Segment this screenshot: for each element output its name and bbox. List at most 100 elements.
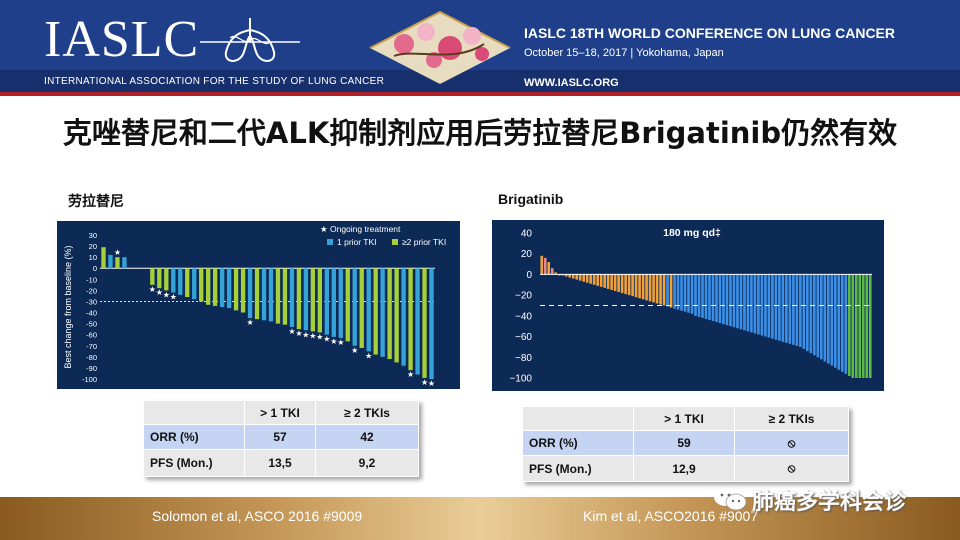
table-cell: 42 xyxy=(315,424,419,450)
chart-bar xyxy=(833,274,837,368)
chart-bar xyxy=(861,274,865,378)
legend-1-prior: 1 prior TKI xyxy=(337,237,377,247)
y-tick-label: -40 xyxy=(86,309,97,318)
chart-bar xyxy=(199,268,204,302)
chart-bar xyxy=(676,274,680,310)
chart-bar xyxy=(708,274,711,320)
chart-bar xyxy=(275,268,281,324)
y-tick-label: -80 xyxy=(86,353,97,362)
chart-bar xyxy=(554,272,558,275)
chart-bar xyxy=(743,274,746,331)
chart-bar xyxy=(673,274,676,309)
y-tick-label: −60 xyxy=(515,332,532,343)
chart-bar xyxy=(589,274,592,284)
chart-bar xyxy=(666,274,669,307)
chart-bar xyxy=(718,274,722,324)
waterfall-chart-brigatinib: 40 20 0 −20 −40 −60 −80 −100 180 mg qd‡ xyxy=(492,220,884,391)
chart-bar xyxy=(164,268,169,291)
legend-ongoing: ★ Ongoing treatment xyxy=(320,224,401,234)
table-row: PFS (Mon.) 13,5 9,2 xyxy=(143,449,419,477)
chart-bar xyxy=(394,268,399,363)
chart-bar xyxy=(564,274,568,277)
chart-bar xyxy=(760,274,764,336)
chart-bar xyxy=(631,274,634,297)
y-tick-label: 0 xyxy=(93,264,97,273)
chart-bar xyxy=(206,268,211,305)
chart-bar xyxy=(415,268,420,375)
chart-bar xyxy=(854,274,858,378)
chart-bar xyxy=(122,257,127,269)
chart-bar xyxy=(226,268,232,309)
table-header-cell xyxy=(522,406,634,431)
chart-bar xyxy=(240,268,246,313)
chart-bar xyxy=(575,274,579,280)
not-applicable-icon: ⦸ xyxy=(734,430,849,456)
chart-bar xyxy=(858,274,862,378)
chart-bar xyxy=(543,257,547,275)
chart-bar xyxy=(547,262,551,275)
chart-bar xyxy=(767,274,771,338)
table-row: PFS (Mon.) 12,9 ⦸ xyxy=(522,455,849,482)
watermark-text: 肺癌多学科会诊 xyxy=(752,489,907,514)
right-panel-label: Brigatinib xyxy=(498,191,564,207)
y-tick-label: 20 xyxy=(521,249,533,260)
chart-bar xyxy=(837,274,841,370)
chart-bar xyxy=(254,268,260,320)
chart-bar xyxy=(627,274,631,296)
chart-bar xyxy=(781,274,785,342)
iaslc-logo: IASLC xyxy=(44,11,200,68)
chart-bar xyxy=(771,274,774,339)
chart-bar xyxy=(680,274,683,311)
chart-bar xyxy=(690,274,694,314)
ongoing-star: ★ xyxy=(163,290,170,299)
chart-bar xyxy=(645,274,648,301)
y-tick-label: −20 xyxy=(515,291,532,302)
not-applicable-icon: ⦸ xyxy=(734,455,849,482)
wechat-icon xyxy=(714,488,747,511)
chart-bar xyxy=(868,274,872,378)
chart-bar xyxy=(282,268,288,325)
y-tick-label: 0 xyxy=(526,270,532,281)
chart-bar xyxy=(613,274,617,291)
y-tick-label: -70 xyxy=(86,342,97,351)
chart-bar xyxy=(150,268,155,285)
chart-bar xyxy=(596,274,599,286)
table-cell: 9,2 xyxy=(315,449,419,477)
ongoing-star: ★ xyxy=(302,330,309,339)
chart-bar xyxy=(865,274,869,378)
chart-bar xyxy=(303,268,309,331)
chart-bar xyxy=(840,274,844,372)
table-header-row: > 1 TKI ≥ 2 TKIs xyxy=(143,400,419,425)
right-results-table: > 1 TKI ≥ 2 TKIs ORR (%) 59 ⦸ PFS (Mon.)… xyxy=(522,406,849,482)
chart-bar xyxy=(310,268,316,332)
chart-bar xyxy=(757,274,760,335)
chart-bar xyxy=(387,268,392,360)
sakura-fan-icon xyxy=(369,10,511,84)
chart-bar xyxy=(359,268,364,348)
chart-bar xyxy=(704,274,708,319)
y-tick-label: -30 xyxy=(86,297,97,306)
y-tick-label: −80 xyxy=(515,353,532,364)
table-cell: 59 xyxy=(633,430,735,456)
ongoing-star: ★ xyxy=(288,327,295,336)
chart-bar xyxy=(185,268,190,298)
table-header-row: > 1 TKI ≥ 2 TKIs xyxy=(522,406,849,431)
y-axis-label: Best change from baseline (%) xyxy=(63,245,73,368)
chart-bar xyxy=(809,274,813,354)
table-row: ORR (%) 59 ⦸ xyxy=(522,430,849,456)
chart-bar xyxy=(813,274,816,356)
chart-bar xyxy=(108,254,113,269)
conference-title: IASLC 18TH WORLD CONFERENCE ON LUNG CANC… xyxy=(524,25,896,41)
chart-bar xyxy=(429,268,434,379)
ongoing-star: ★ xyxy=(156,288,163,297)
table-header-cell xyxy=(143,400,245,425)
left-citation: Solomon et al, ASCO 2016 #9009 xyxy=(152,508,363,524)
chart-bar xyxy=(697,274,701,317)
ongoing-star: ★ xyxy=(407,370,414,379)
chart-bar xyxy=(261,268,267,321)
chart-bar xyxy=(268,268,274,322)
chart-bar xyxy=(736,274,739,329)
chart-bar xyxy=(373,268,378,355)
conference-url[interactable]: WWW.IASLC.ORG xyxy=(524,77,619,89)
chart-bar xyxy=(366,268,371,352)
